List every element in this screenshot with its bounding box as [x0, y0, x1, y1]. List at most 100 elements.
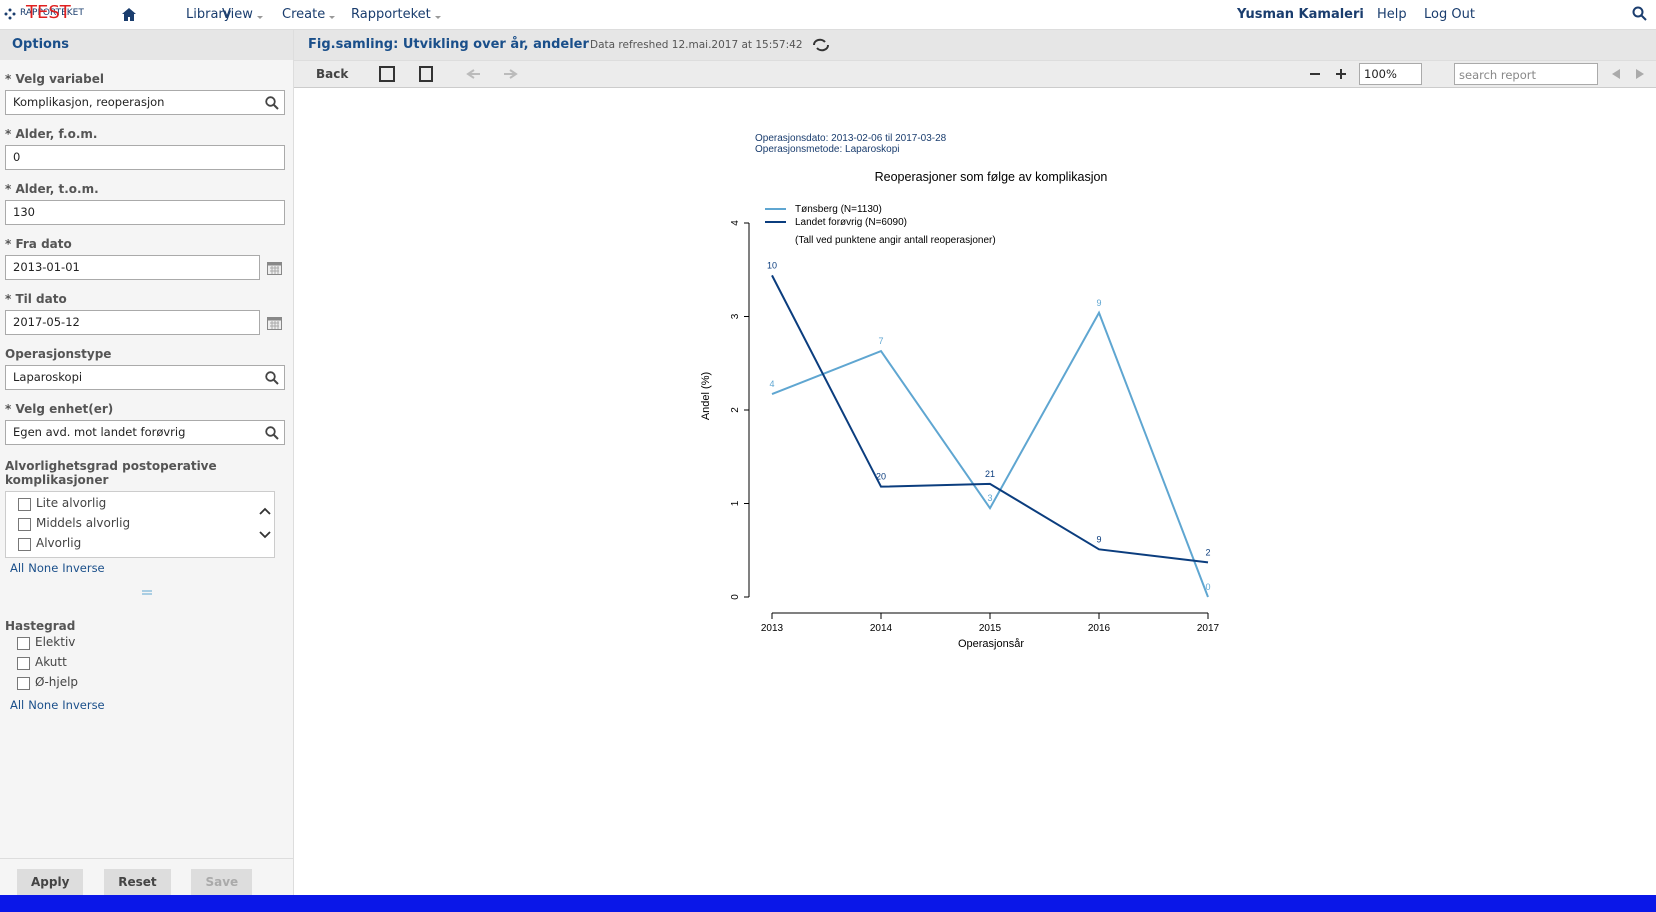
- select-links: All None Inverse: [5, 698, 288, 712]
- checkbox-group: Hastegrad Elektiv Akutt Ø-hjelp All None Inver…: [5, 619, 288, 712]
- top-nav: RAPPORTEKET TEST Library View Create Rap…: [0, 0, 1656, 30]
- point-count: 10: [767, 260, 777, 270]
- field-label: Operasjonstype: [5, 347, 112, 361]
- back-button[interactable]: Back: [316, 67, 349, 81]
- select-link[interactable]: None: [28, 561, 59, 575]
- legend-label: Tønsberg (N=1130): [795, 204, 882, 215]
- checkbox-option[interactable]: Ø-hjelp: [5, 675, 288, 695]
- chart-title: Reoperasjoner som følge av komplikasjon: [875, 170, 1108, 184]
- report-header: Fig.samling: Utvikling over år, andeler …: [294, 30, 1656, 61]
- field-input[interactable]: 0: [5, 145, 285, 170]
- search-report[interactable]: search report: [1454, 63, 1598, 85]
- button-bar: Apply Reset Save: [0, 858, 294, 896]
- option-list: Lite alvorlig Middels alvorlig Alvorlig: [5, 491, 275, 558]
- refresh-icon[interactable]: [812, 38, 830, 52]
- field: * Velg variabel Komplikasjon, reoperasjon: [5, 72, 288, 115]
- chart: Reoperasjoner som følge av komplikasjon …: [700, 133, 1220, 650]
- scroll-arrows[interactable]: [258, 506, 272, 542]
- y-axis-label: Andel (%): [700, 372, 712, 420]
- menu-item[interactable]: Create: [282, 7, 335, 22]
- point-count: 4: [769, 379, 774, 389]
- search-icon[interactable]: [1632, 6, 1647, 21]
- help-link[interactable]: Help: [1377, 7, 1407, 22]
- toolbar: Back 100% search report: [294, 61, 1656, 88]
- search-icon[interactable]: [265, 371, 279, 385]
- checkbox-option[interactable]: Alvorlig: [6, 536, 274, 556]
- legend-note: (Tall ved punktene angir antall reoperas…: [795, 235, 996, 246]
- refresh-info: Data refreshed 12.mai.2017 at 15:57:42: [590, 39, 803, 51]
- x-tick-label: 2013: [761, 623, 784, 634]
- field-input[interactable]: 2013-01-01: [5, 255, 260, 280]
- calendar-icon[interactable]: [267, 262, 282, 275]
- y-tick-label: 2: [730, 407, 741, 413]
- point-count: 7: [878, 336, 883, 346]
- point-count: 2: [1205, 547, 1210, 557]
- legend-label: Landet forøvrig (N=6090): [795, 217, 907, 228]
- chart-subtitle: Operasjonsmetode: Laparoskopi: [755, 144, 900, 155]
- logo: RAPPORTEKET: [20, 8, 84, 18]
- search-icon[interactable]: [265, 96, 279, 110]
- menu-item[interactable]: View: [222, 7, 263, 22]
- apply-button[interactable]: Apply: [17, 869, 84, 896]
- select-links: All None Inverse: [5, 561, 288, 575]
- point-count: 9: [1096, 298, 1101, 308]
- checkbox-option[interactable]: Akutt: [5, 655, 288, 675]
- checkbox-option[interactable]: Lite alvorlig: [6, 496, 274, 516]
- menu-item[interactable]: Rapporteket: [351, 7, 441, 22]
- field-label: * Velg enhet(er): [5, 402, 114, 416]
- x-tick-label: 2015: [979, 623, 1002, 634]
- series-line: [771, 310, 1209, 598]
- nav-arrows[interactable]: [1608, 67, 1648, 81]
- menu-item[interactable]: Library: [186, 7, 232, 22]
- select-link[interactable]: Inverse: [62, 561, 105, 575]
- logout-link[interactable]: Log Out: [1424, 7, 1475, 22]
- divider: [5, 585, 288, 599]
- field: * Alder, f.o.m. 0: [5, 127, 288, 170]
- point-count: 0: [1205, 582, 1210, 592]
- chart-subtitle: Operasjonsdato: 2013-02-06 til 2017-03-2…: [755, 133, 947, 144]
- field: * Til dato 2017-05-12: [5, 292, 288, 335]
- checkbox-option[interactable]: Elektiv: [5, 635, 288, 655]
- select-link[interactable]: All: [10, 561, 25, 575]
- x-tick-label: 2017: [1197, 623, 1220, 634]
- field: * Fra dato 2013-01-01: [5, 237, 288, 280]
- calendar-icon[interactable]: [267, 317, 282, 330]
- point-count: 21: [985, 469, 995, 479]
- reset-button[interactable]: Reset: [104, 869, 171, 896]
- user-name[interactable]: Yusman Kamaleri: [1237, 7, 1364, 22]
- field: * Velg enhet(er) Egen avd. mot landet for…: [5, 402, 288, 445]
- series-line: [771, 274, 1209, 564]
- field-label: * Alder, f.o.m.: [5, 127, 98, 141]
- x-tick-label: 2016: [1088, 623, 1111, 634]
- group-list: Alvorlighetsgrad postoperative komplikas…: [0, 459, 293, 712]
- field-input[interactable]: 130: [5, 200, 285, 225]
- checkbox-option[interactable]: Middels alvorlig: [6, 516, 274, 536]
- status-bar: [0, 895, 1656, 912]
- field-input[interactable]: Laparoskopi: [5, 365, 285, 390]
- select-link[interactable]: None: [28, 698, 59, 712]
- group-label: Hastegrad: [5, 619, 76, 633]
- env-label: TEST: [26, 2, 71, 23]
- field-list: * Velg variabel Komplikasjon, reoperasjon…: [0, 72, 293, 445]
- field-label: * Til dato: [5, 292, 67, 306]
- field-input[interactable]: Egen avd. mot landet forøvrig: [5, 420, 285, 445]
- select-link[interactable]: All: [10, 698, 25, 712]
- zoom-select[interactable]: 100%: [1359, 63, 1422, 85]
- field-input[interactable]: Komplikasjon, reoperasjon: [5, 90, 285, 115]
- save-button[interactable]: Save: [191, 869, 253, 896]
- field-label: * Velg variabel: [5, 72, 104, 86]
- y-tick-label: 1: [730, 500, 741, 506]
- point-count: 3: [987, 493, 992, 503]
- y-tick-label: 4: [730, 220, 741, 226]
- report-title: Fig.samling: Utvikling over år, andeler: [308, 37, 589, 52]
- field-label: * Alder, t.o.m.: [5, 182, 99, 196]
- x-axis-label: Operasjonsår: [958, 638, 1024, 650]
- options-header[interactable]: Options: [0, 30, 293, 60]
- zoom-buttons[interactable]: [1308, 67, 1348, 81]
- search-icon[interactable]: [265, 426, 279, 440]
- select-link[interactable]: Inverse: [62, 698, 105, 712]
- home-icon[interactable]: [122, 8, 136, 21]
- field-input[interactable]: 2017-05-12: [5, 310, 260, 335]
- option-list: Elektiv Akutt Ø-hjelp: [5, 635, 288, 695]
